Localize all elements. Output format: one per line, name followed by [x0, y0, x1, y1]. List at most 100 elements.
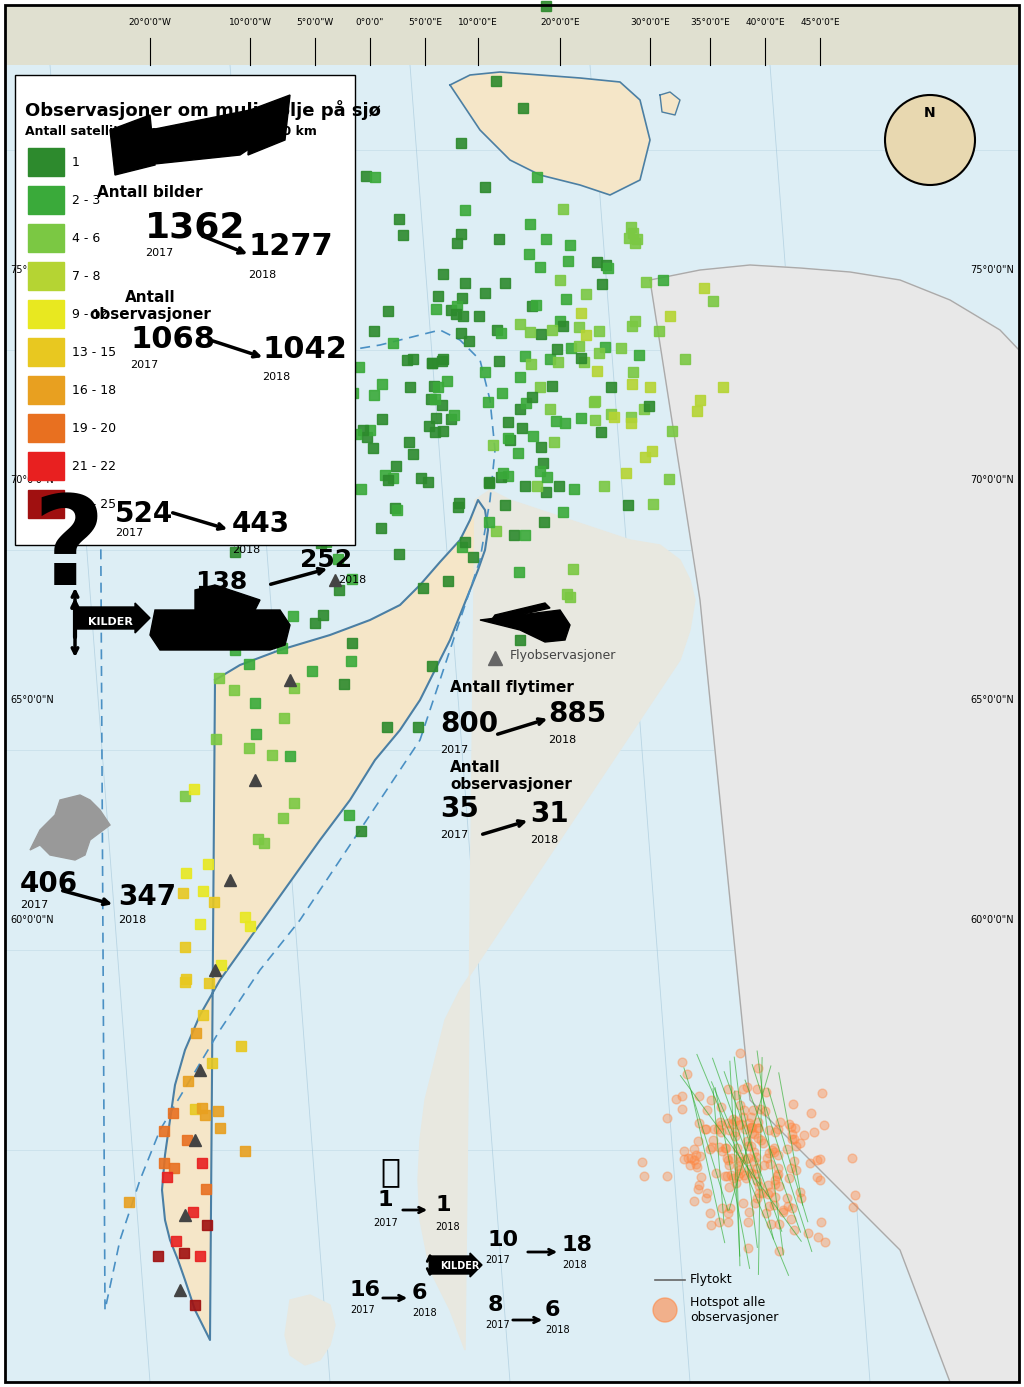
Bar — [664, 473, 674, 484]
Point — [739, 1237, 756, 1259]
Text: Observasjoner om mulig olje på sjø: Observasjoner om mulig olje på sjø — [25, 100, 381, 121]
Bar — [426, 394, 436, 404]
Point — [793, 1186, 809, 1208]
FancyArrow shape — [430, 1252, 482, 1277]
Bar — [28, 223, 63, 252]
Bar — [204, 978, 214, 988]
Polygon shape — [285, 1295, 335, 1365]
Bar — [189, 1104, 200, 1114]
Bar — [418, 584, 428, 594]
Point — [754, 1182, 770, 1204]
Bar — [547, 326, 557, 336]
Text: 4 - 6: 4 - 6 — [72, 232, 100, 244]
Bar — [28, 413, 63, 442]
Bar — [547, 381, 557, 391]
Bar — [565, 592, 575, 602]
Point — [786, 1117, 803, 1139]
Bar — [430, 394, 440, 404]
Text: 35: 35 — [440, 795, 479, 822]
Bar — [169, 1162, 178, 1173]
Point — [752, 1099, 768, 1121]
Bar — [699, 283, 710, 293]
Bar — [285, 750, 295, 760]
Point — [680, 1147, 696, 1169]
Bar — [452, 237, 462, 248]
Bar — [464, 336, 474, 345]
Bar — [392, 505, 402, 515]
Bar — [582, 330, 591, 340]
Bar — [558, 204, 567, 214]
Bar — [289, 799, 299, 809]
Text: 2018: 2018 — [248, 270, 276, 280]
Bar — [28, 262, 63, 290]
Point — [813, 1211, 829, 1233]
Text: 21 - 22: 21 - 22 — [72, 459, 116, 473]
Bar — [318, 279, 329, 288]
Bar — [594, 326, 604, 336]
Bar — [197, 1103, 207, 1114]
Bar — [492, 326, 502, 336]
Bar — [201, 1184, 211, 1194]
Bar — [15, 75, 355, 545]
Bar — [503, 433, 513, 442]
Bar — [457, 229, 466, 239]
Point — [746, 1150, 763, 1172]
Point — [783, 1123, 800, 1146]
Point — [721, 1119, 737, 1142]
Point — [796, 1125, 812, 1147]
Text: 2018: 2018 — [412, 1308, 436, 1318]
Bar — [627, 320, 637, 330]
Point — [742, 1135, 759, 1157]
Text: 45°0'0"E: 45°0'0"E — [800, 18, 840, 26]
Text: Flytokt: Flytokt — [690, 1273, 732, 1287]
Bar — [531, 172, 542, 182]
Point — [735, 1099, 752, 1121]
Point — [761, 1119, 777, 1142]
Text: ?: ? — [32, 490, 104, 612]
Text: 1: 1 — [435, 1196, 451, 1215]
Bar — [280, 713, 290, 723]
Bar — [408, 354, 418, 363]
Point — [714, 1114, 730, 1136]
Bar — [516, 423, 526, 433]
Point — [816, 1114, 833, 1136]
Bar — [198, 886, 208, 896]
Bar — [594, 348, 604, 358]
Bar — [183, 1076, 194, 1086]
Point — [779, 1139, 796, 1161]
Text: 31: 31 — [530, 800, 568, 828]
Bar — [456, 329, 466, 338]
Point — [812, 1169, 828, 1191]
Point — [679, 1064, 695, 1086]
Text: 23 - 25: 23 - 25 — [72, 498, 116, 510]
Point — [808, 1148, 824, 1171]
Text: 6: 6 — [412, 1283, 427, 1302]
Point — [685, 1137, 701, 1160]
Bar — [312, 308, 323, 318]
Text: 2018: 2018 — [232, 545, 260, 555]
Point — [814, 1082, 830, 1104]
Bar — [549, 437, 559, 447]
Circle shape — [885, 94, 975, 184]
Point — [751, 1126, 767, 1148]
Bar — [427, 358, 437, 369]
Polygon shape — [650, 265, 1019, 1381]
Text: 2018: 2018 — [562, 1259, 587, 1270]
Point — [751, 1057, 767, 1079]
Bar — [124, 1197, 134, 1207]
Point — [693, 1166, 710, 1189]
Text: 2017: 2017 — [440, 745, 468, 755]
Text: 75°0'0"N: 75°0'0"N — [970, 265, 1014, 275]
Point — [785, 1128, 802, 1150]
Bar — [305, 345, 315, 355]
Bar — [253, 834, 263, 843]
Bar — [648, 499, 657, 509]
Bar — [388, 338, 398, 348]
Bar — [432, 291, 442, 301]
Point — [711, 1211, 727, 1233]
Point — [718, 1137, 734, 1160]
Bar — [214, 673, 224, 684]
Point — [782, 1117, 799, 1139]
Bar — [630, 239, 640, 248]
Point — [810, 1226, 826, 1248]
